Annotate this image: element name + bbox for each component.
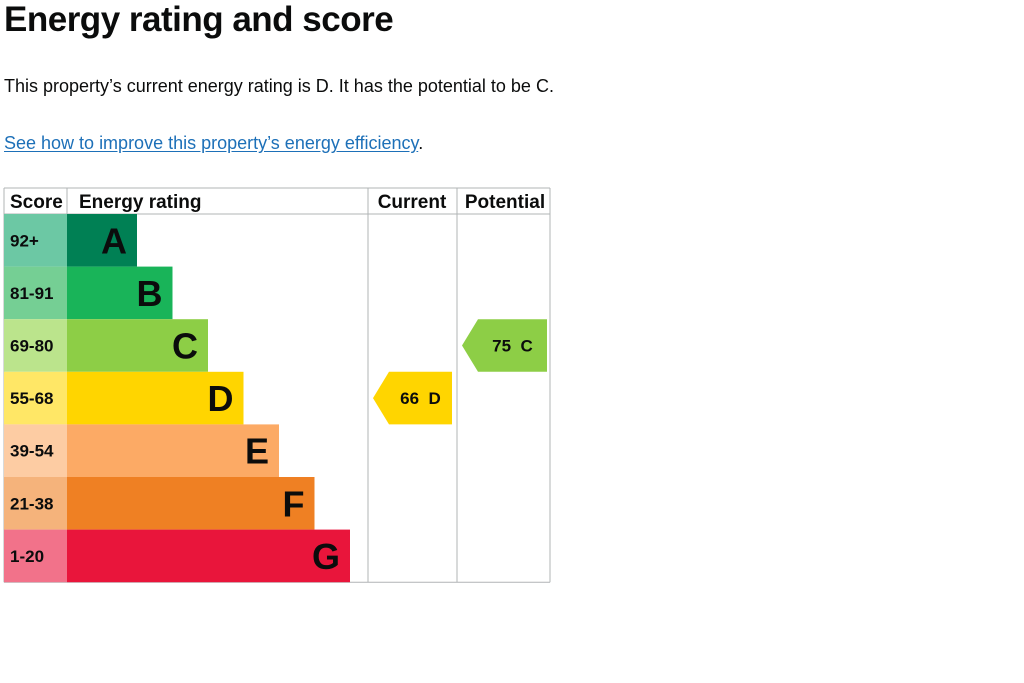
potential-arrow-label: 75 C	[492, 337, 533, 356]
score-cell-e	[4, 424, 67, 477]
current-arrow	[373, 371, 452, 425]
score-range-c: 69-80	[10, 337, 53, 356]
chart-arrows: 66 D 75 C	[373, 319, 547, 425]
score-cell-a	[4, 214, 67, 267]
score-cell-g	[4, 529, 67, 583]
header-energy-rating: Energy rating	[79, 192, 201, 213]
improve-efficiency-link[interactable]: See how to improve this property’s energ…	[4, 133, 419, 153]
band-bar-c	[67, 319, 208, 372]
improve-link-line: See how to improve this property’s energ…	[4, 131, 423, 155]
band-letter-g: G	[312, 536, 340, 577]
score-range-d: 55-68	[10, 389, 53, 408]
page-title: Energy rating and score	[4, 0, 394, 39]
score-range-e: 39-54	[10, 442, 54, 461]
score-range-f: 21-38	[10, 494, 53, 513]
score-range-a: 92+	[10, 231, 39, 250]
score-cell-d	[4, 371, 67, 425]
band-bar-g	[67, 529, 350, 583]
header-potential: Potential	[465, 192, 545, 213]
band-letter-f: F	[283, 483, 305, 524]
header-current: Current	[378, 192, 447, 213]
score-cell-b	[4, 266, 67, 320]
band-letter-e: E	[245, 431, 269, 472]
rating-summary: This property’s current energy rating is…	[4, 76, 554, 96]
band-letter-b: B	[137, 273, 163, 314]
chart-bands: 92+ A 81-91 B 69-80 C 55-68 D 39-54 E 21-38 F 1-20 G	[4, 214, 350, 583]
band-bar-f	[67, 477, 315, 530]
band-bar-a	[67, 214, 137, 267]
band-letter-c: C	[172, 326, 198, 367]
current-arrow-label: 66 D	[400, 389, 441, 408]
band-bar-d	[67, 371, 244, 425]
score-range-g: 1-20	[10, 547, 44, 566]
score-cell-f	[4, 477, 67, 530]
chart-headers: Score Energy rating Current Potential	[10, 192, 545, 213]
header-score: Score	[10, 192, 63, 213]
band-bar-e	[67, 424, 279, 477]
band-letter-a: A	[101, 220, 127, 261]
potential-arrow	[462, 319, 547, 372]
band-letter-d: D	[208, 378, 234, 419]
band-bar-b	[67, 266, 173, 320]
score-cell-c	[4, 319, 67, 372]
link-suffix: .	[418, 133, 424, 153]
score-range-b: 81-91	[10, 284, 53, 303]
